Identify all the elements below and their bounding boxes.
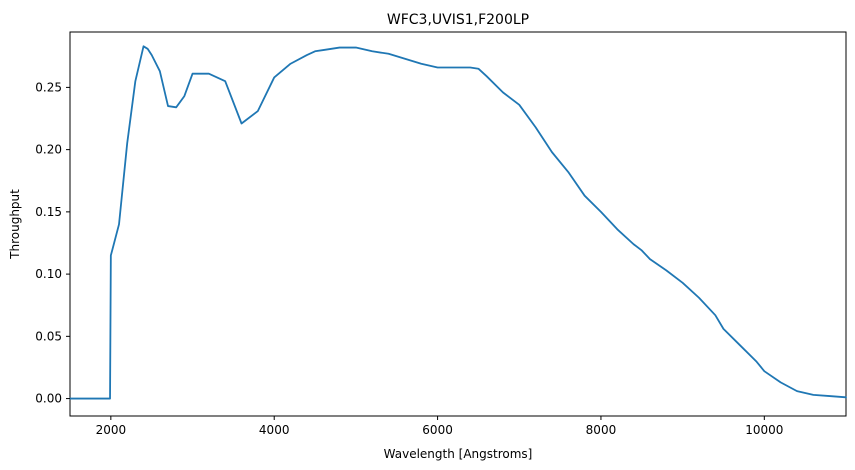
y-axis-ticks: 0.00 0.05 0.10 0.15 0.20 0.25 — [35, 80, 70, 406]
plot-area — [69, 31, 847, 417]
data-layer — [69, 45, 847, 400]
x-axis-ticks: 2000 4000 6000 8000 10000 — [96, 416, 783, 437]
x-tick-label: 10000 — [745, 423, 783, 437]
y-tick-label: 0.20 — [35, 143, 62, 157]
x-tick-label: 4000 — [259, 423, 290, 437]
x-axis-label: Wavelength [Angstroms] — [384, 447, 533, 461]
plot-frame — [69, 31, 847, 417]
y-tick-label: 0.15 — [35, 205, 62, 219]
chart-title: WFC3,UVIS1,F200LP — [387, 12, 529, 28]
x-tick-label: 8000 — [586, 423, 617, 437]
y-tick-label: 0.00 — [35, 392, 62, 406]
y-tick-label: 0.05 — [35, 329, 62, 343]
y-axis-label: Throughput — [8, 189, 22, 260]
series-line-0 — [69, 45, 847, 400]
y-tick-label: 0.25 — [35, 80, 62, 94]
y-tick-label: 0.10 — [35, 267, 62, 281]
x-tick-label: 2000 — [96, 423, 127, 437]
x-tick-label: 6000 — [422, 423, 453, 437]
